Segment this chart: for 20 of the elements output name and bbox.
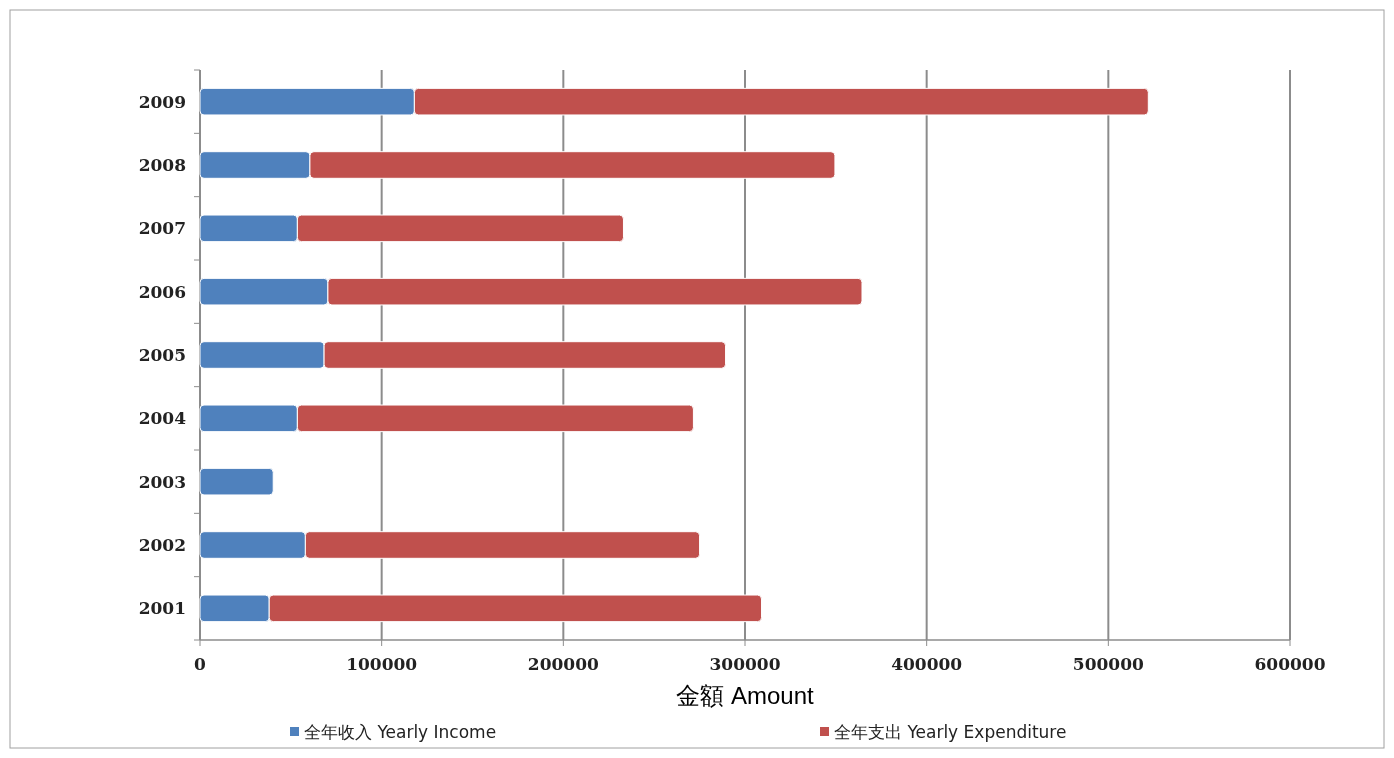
y-tick-label: 2002 [138, 535, 186, 555]
x-tick-label: 300000 [709, 654, 781, 674]
y-tick-label: 2005 [138, 345, 186, 365]
y-tick-label: 2001 [138, 598, 186, 619]
x-axis-title: 金額 Amount [676, 682, 815, 709]
legend-label: 全年支出 Yearly Expenditure [834, 722, 1067, 742]
x-tick-label: 600000 [1254, 654, 1326, 674]
y-tick-label: 2009 [138, 91, 186, 112]
y-tick-label: 2003 [138, 471, 186, 492]
x-tick-label: 200000 [527, 654, 599, 674]
x-tick-label: 400000 [891, 654, 963, 674]
x-tick-label: 100000 [346, 654, 418, 674]
y-tick-label: 2007 [138, 218, 186, 239]
y-tick-label: 2008 [138, 155, 186, 175]
bar [199, 467, 274, 496]
y-tick-label: 2006 [138, 281, 186, 302]
x-tick-label: 0 [194, 654, 207, 674]
y-tick-label: 2004 [138, 408, 187, 429]
x-tick-label: 500000 [1072, 654, 1144, 674]
legend-label: 全年收入 Yearly Income [304, 722, 497, 742]
